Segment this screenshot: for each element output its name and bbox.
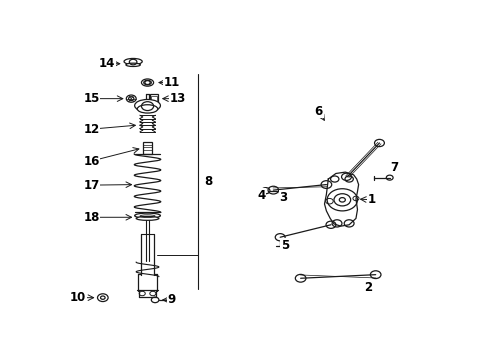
Text: 17: 17 (83, 179, 100, 192)
Text: 14: 14 (99, 57, 115, 70)
Text: 11: 11 (163, 76, 180, 89)
Text: 15: 15 (83, 92, 100, 105)
Text: 10: 10 (69, 291, 86, 304)
Ellipse shape (126, 63, 140, 67)
Text: 3: 3 (279, 190, 287, 203)
Ellipse shape (137, 105, 158, 113)
Text: 5: 5 (280, 239, 288, 252)
Bar (142, 143, 152, 153)
Text: 1: 1 (367, 193, 375, 206)
Text: 9: 9 (167, 293, 176, 306)
Bar (149, 94, 158, 103)
Text: 13: 13 (169, 92, 185, 105)
Text: 12: 12 (83, 123, 100, 136)
Ellipse shape (136, 216, 159, 220)
Ellipse shape (134, 99, 160, 112)
Text: 2: 2 (363, 281, 371, 294)
Ellipse shape (143, 80, 151, 85)
Ellipse shape (141, 79, 153, 86)
Text: 6: 6 (314, 105, 322, 118)
Bar (151, 96, 156, 102)
Text: 16: 16 (83, 154, 100, 167)
Text: 18: 18 (83, 211, 100, 224)
Text: 4: 4 (257, 189, 265, 202)
Text: 8: 8 (203, 175, 212, 188)
Text: 7: 7 (389, 161, 397, 174)
Ellipse shape (124, 58, 142, 64)
Ellipse shape (134, 213, 160, 218)
